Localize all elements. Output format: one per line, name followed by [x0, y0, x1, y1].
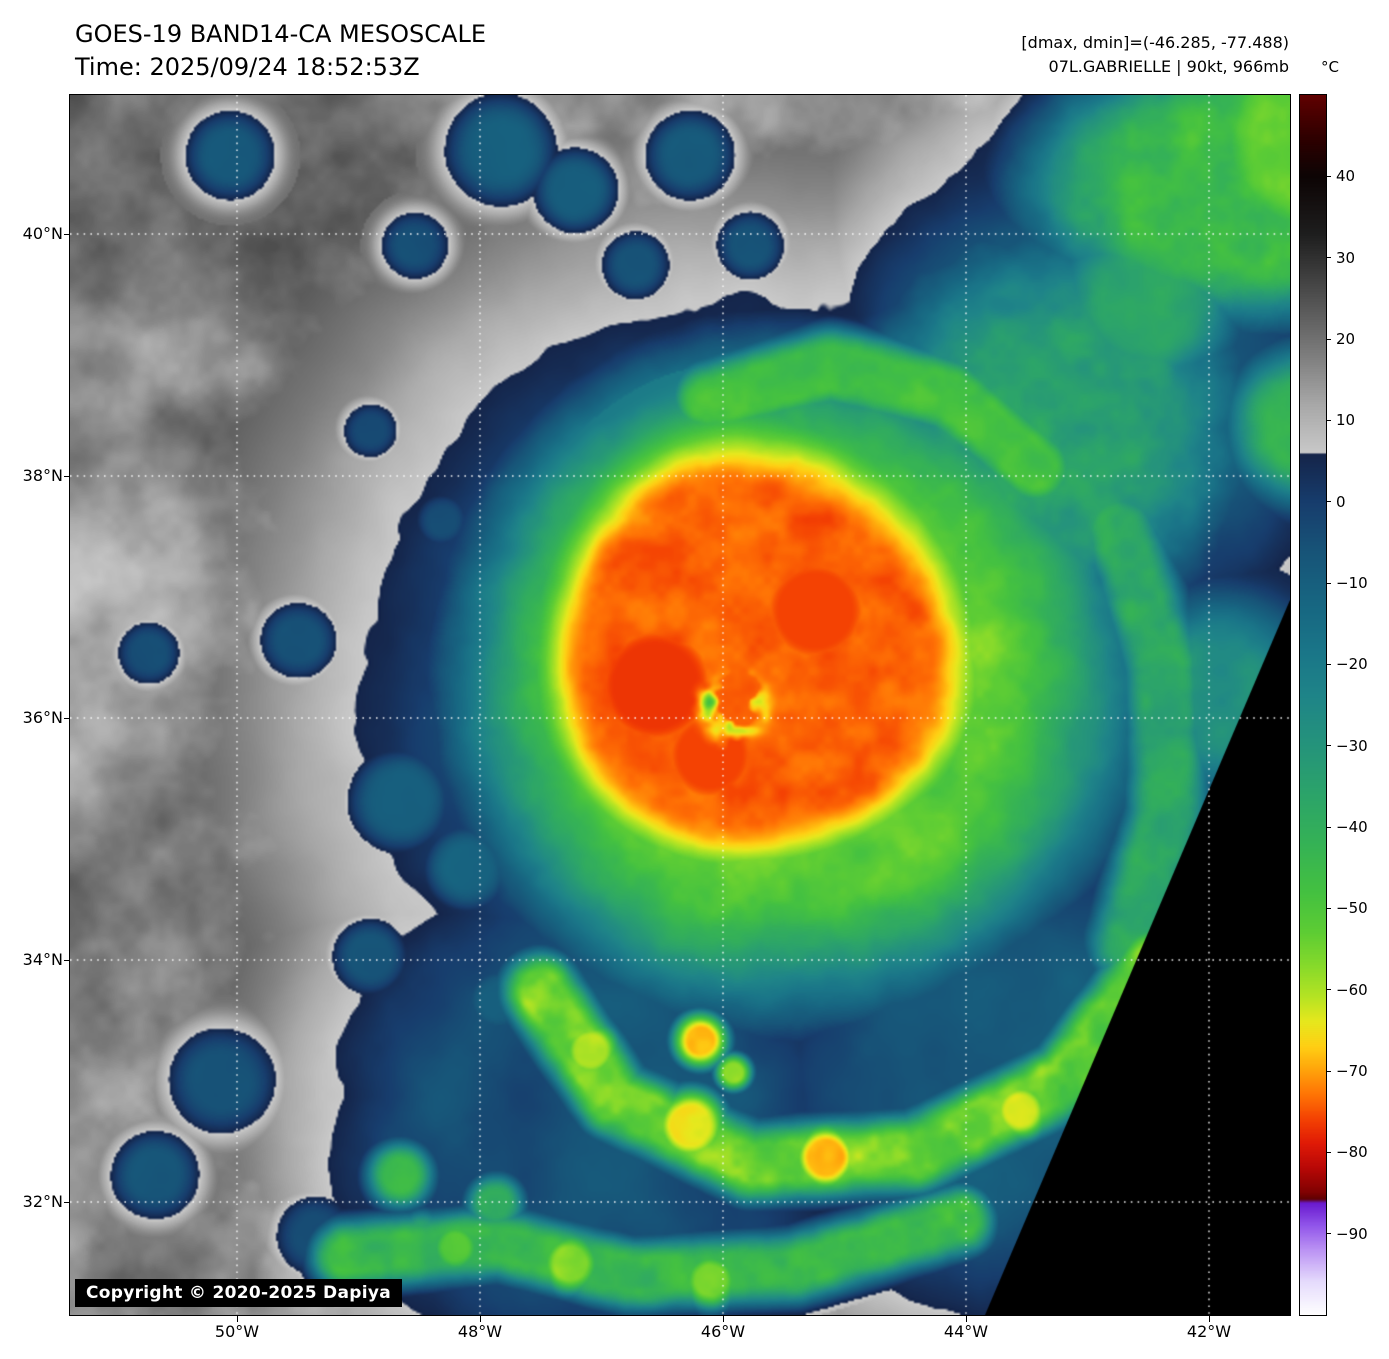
storm-info: 07L.GABRIELLE | 90kt, 966mb [1048, 57, 1289, 76]
colorbar [1299, 94, 1327, 1316]
colorbar-tick-label: −30 [1336, 736, 1368, 755]
lat-tick-mark [64, 959, 70, 961]
lon-tick-label: 42°W [1186, 1322, 1232, 1341]
lon-tick-label: 44°W [943, 1322, 989, 1341]
colorbar-tick-label: −80 [1336, 1143, 1368, 1162]
lat-tick-label: 36°N [22, 708, 63, 727]
lat-tick-label: 38°N [22, 466, 63, 485]
colorbar-tick-label: 40 [1336, 167, 1356, 186]
lon-tick-mark [479, 1316, 481, 1322]
colorbar-tick-mark [1326, 907, 1331, 909]
colorbar-tick-mark [1326, 1233, 1331, 1235]
colorbar-tick-label: −40 [1336, 818, 1368, 836]
colorbar-tick-mark [1326, 826, 1331, 828]
colorbar-tick-label: −20 [1336, 655, 1368, 674]
lon-tick-mark [1208, 1316, 1210, 1322]
colorbar-tick-mark [1326, 1070, 1331, 1072]
colorbar-tick-mark [1326, 1151, 1331, 1153]
colorbar-tick-label: 20 [1336, 330, 1356, 348]
colorbar-gradient [1300, 95, 1326, 1315]
lat-tick-label: 32°N [22, 1192, 63, 1211]
lat-tick-mark [64, 717, 70, 719]
lon-tick-mark [236, 1316, 238, 1322]
colorbar-tick-label: −70 [1336, 1062, 1368, 1080]
colorbar-tick-label: −10 [1336, 574, 1368, 592]
lon-tick-mark [965, 1316, 967, 1322]
colorbar-tick-label: −60 [1336, 980, 1368, 999]
lon-tick-label: 48°W [457, 1322, 503, 1341]
colorbar-tick-label: −90 [1336, 1224, 1368, 1243]
lat-tick-mark [64, 475, 70, 477]
colorbar-unit-label: °C [1321, 58, 1339, 76]
colorbar-tick-label: −50 [1336, 899, 1368, 918]
colorbar-tick-label: 10 [1336, 411, 1356, 430]
product-title: GOES-19 BAND14-CA MESOSCALE [75, 20, 486, 48]
lat-tick-mark [64, 233, 70, 235]
colorbar-tick-mark [1326, 663, 1331, 665]
lat-tick-label: 34°N [22, 950, 63, 969]
colorbar-tick-mark [1326, 175, 1331, 177]
colorbar-tick-mark [1326, 501, 1331, 503]
lon-tick-label: 50°W [214, 1322, 260, 1341]
colorbar-tick-mark [1326, 989, 1331, 991]
colorbar-tick-mark [1326, 257, 1331, 259]
colorbar-tick-label: 0 [1336, 492, 1346, 511]
copyright-badge: Copyright © 2020-2025 Dapiya [75, 1279, 402, 1307]
colorbar-tick-mark [1326, 745, 1331, 747]
colorbar-tick-mark [1326, 338, 1331, 340]
colorbar-tick-mark [1326, 582, 1331, 584]
lat-tick-mark [64, 1201, 70, 1203]
colorbar-tick-label: 30 [1336, 248, 1356, 267]
colorbar-tick-mark [1326, 419, 1331, 421]
lon-tick-label: 46°W [700, 1322, 746, 1341]
satellite-map: Copyright © 2020-2025 Dapiya [69, 94, 1291, 1316]
dmax-dmin-readout: [dmax, dmin]=(-46.285, -77.488) [1021, 33, 1289, 52]
lat-tick-label: 40°N [22, 224, 63, 243]
satellite-image-canvas [70, 95, 1290, 1315]
lon-tick-mark [722, 1316, 724, 1322]
timestamp: Time: 2025/09/24 18:52:53Z [75, 53, 420, 81]
